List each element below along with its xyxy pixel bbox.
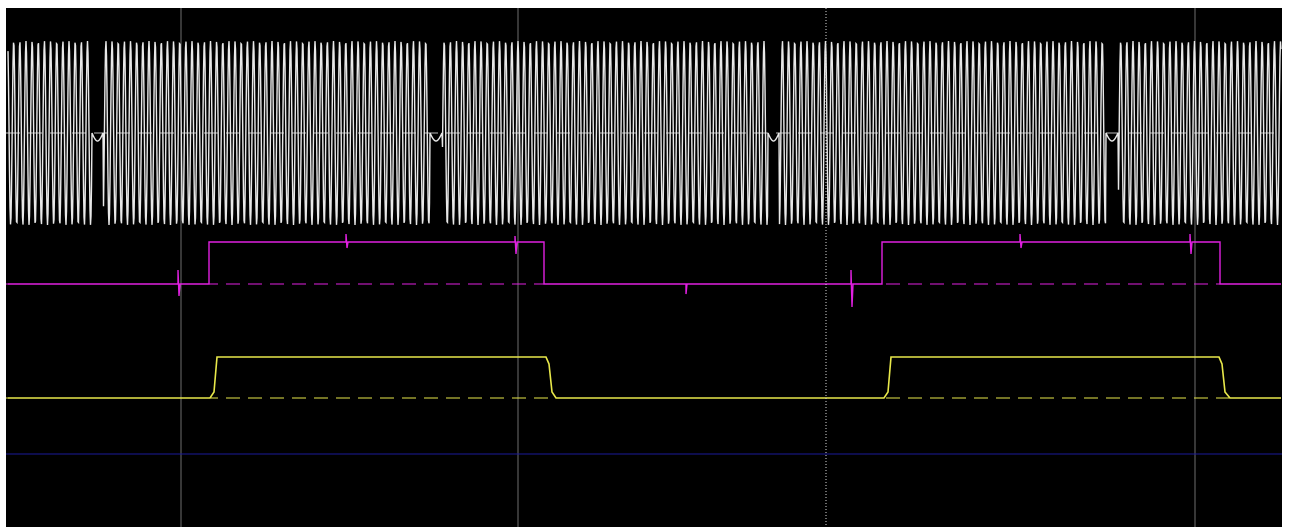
ch3-trace xyxy=(8,356,1281,399)
ch1-trace xyxy=(7,40,1282,226)
traces xyxy=(6,40,1282,455)
ch2-trace xyxy=(8,233,1281,308)
plot-background xyxy=(6,8,1282,527)
